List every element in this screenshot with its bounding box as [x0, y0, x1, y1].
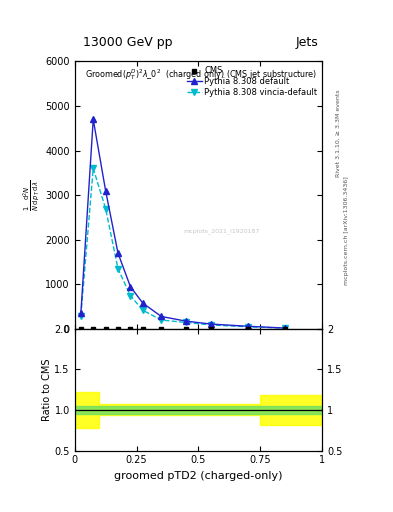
CMS	[159, 326, 163, 332]
Pythia 8.308 default	[103, 188, 108, 194]
Pythia 8.308 vincia-default	[103, 205, 108, 211]
Line: Pythia 8.308 vincia-default: Pythia 8.308 vincia-default	[78, 165, 288, 331]
Pythia 8.308 default	[184, 318, 189, 324]
Bar	[75, 406, 322, 414]
Pythia 8.308 vincia-default	[184, 319, 189, 326]
Pythia 8.308 vincia-default	[283, 325, 287, 331]
CMS	[208, 326, 213, 332]
Legend: CMS, Pythia 8.308 default, Pythia 8.308 vincia-default: CMS, Pythia 8.308 default, Pythia 8.308 …	[186, 66, 318, 98]
Pythia 8.308 vincia-default	[208, 322, 213, 328]
CMS	[246, 326, 250, 332]
Text: mcplots.cern.ch [arXiv:1306.3436]: mcplots.cern.ch [arXiv:1306.3436]	[344, 176, 349, 285]
Pythia 8.308 default	[208, 321, 213, 327]
CMS	[128, 326, 133, 332]
Pythia 8.308 default	[116, 250, 120, 256]
CMS	[79, 326, 83, 332]
Line: CMS: CMS	[79, 327, 288, 331]
Pythia 8.308 default	[79, 310, 83, 316]
Y-axis label: $\frac{1}{N}\frac{\mathrm{d}^2 N}{\mathrm{d}\,p_T\,\mathrm{d}\,\lambda}$: $\frac{1}{N}\frac{\mathrm{d}^2 N}{\mathr…	[22, 179, 42, 211]
Text: mcplots_2021_I1920187: mcplots_2021_I1920187	[184, 229, 260, 234]
Pythia 8.308 vincia-default	[246, 324, 250, 330]
Line: Pythia 8.308 default: Pythia 8.308 default	[78, 116, 288, 331]
Pythia 8.308 default	[159, 313, 163, 319]
Pythia 8.308 vincia-default	[128, 292, 133, 298]
X-axis label: groomed pTD2 (charged-only): groomed pTD2 (charged-only)	[114, 471, 283, 481]
CMS	[283, 326, 287, 332]
CMS	[184, 326, 189, 332]
CMS	[116, 326, 120, 332]
Y-axis label: Ratio to CMS: Ratio to CMS	[42, 358, 51, 421]
Pythia 8.308 vincia-default	[116, 266, 120, 272]
Pythia 8.308 default	[140, 300, 145, 306]
Pythia 8.308 vincia-default	[159, 317, 163, 323]
Text: Groomed$(p_T^D)^2\lambda\_0^2$  (charged only) (CMS jet substructure): Groomed$(p_T^D)^2\lambda\_0^2$ (charged …	[84, 67, 317, 82]
CMS	[91, 326, 95, 332]
Text: Rivet 3.1.10, ≥ 3.3M events: Rivet 3.1.10, ≥ 3.3M events	[336, 89, 341, 177]
Pythia 8.308 vincia-default	[91, 165, 95, 172]
Pythia 8.308 default	[246, 323, 250, 329]
CMS	[140, 326, 145, 332]
Text: 13000 GeV pp: 13000 GeV pp	[83, 36, 172, 49]
Pythia 8.308 vincia-default	[79, 312, 83, 318]
Pythia 8.308 default	[283, 325, 287, 331]
Pythia 8.308 default	[128, 284, 133, 290]
CMS	[103, 326, 108, 332]
Pythia 8.308 default	[91, 116, 95, 122]
Text: Jets: Jets	[296, 36, 318, 49]
Pythia 8.308 vincia-default	[140, 307, 145, 313]
